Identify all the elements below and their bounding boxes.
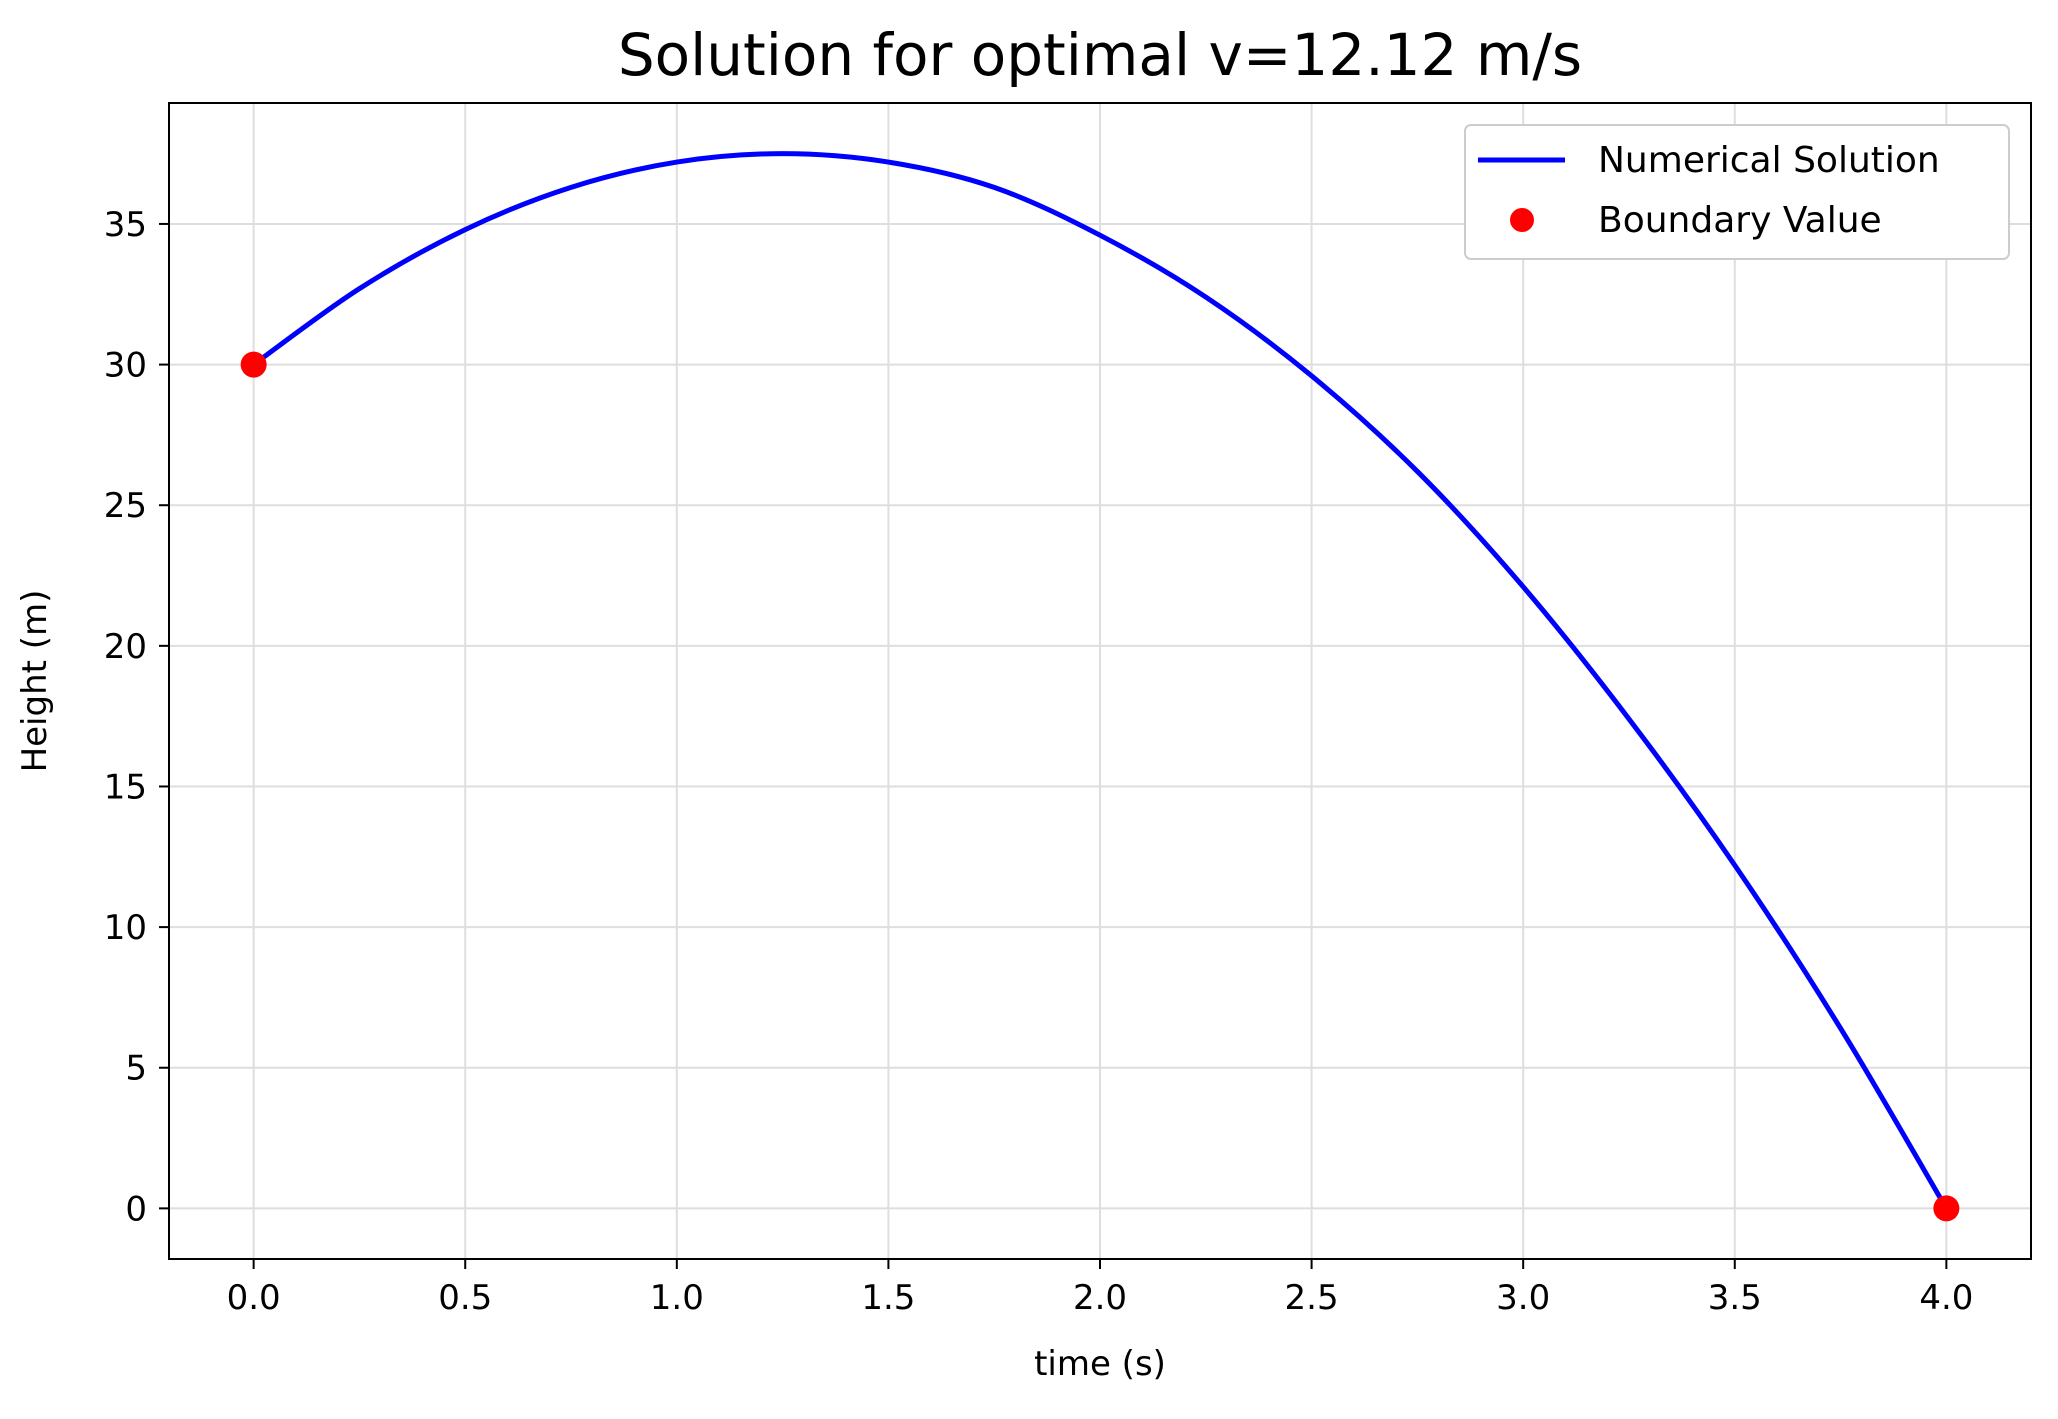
y-tick-label: 10	[104, 908, 147, 948]
legend: Numerical Solution Boundary Value	[1464, 124, 2010, 260]
series-line-numerical-solution	[252, 151, 1949, 1210]
legend-label-numerical-solution: Numerical Solution	[1598, 140, 1940, 181]
series-layer	[240, 151, 1960, 1222]
x-axis-label: time (s)	[1034, 1344, 1166, 1384]
y-tick-label: 5	[125, 1049, 147, 1089]
y-tick-label: 30	[104, 346, 147, 386]
legend-label-boundary-value: Boundary Value	[1598, 200, 1882, 241]
legend-box	[1464, 124, 2010, 260]
y-tick-label: 0	[125, 1189, 147, 1229]
x-tick-label: 3.0	[1496, 1278, 1550, 1318]
x-tick-label: 3.5	[1708, 1278, 1762, 1318]
grid-lines	[169, 103, 2031, 1259]
x-tick-label: 4.0	[1919, 1278, 1973, 1318]
x-tick-label: 1.5	[861, 1278, 915, 1318]
y-tick-label: 35	[104, 205, 147, 245]
y-tick-label: 20	[104, 627, 147, 667]
y-tick-label: 15	[104, 767, 147, 807]
x-tick-label: 2.0	[1073, 1278, 1127, 1318]
axis-ticks: 0.0 0.5 1.0 1.5 2.0 2.5 3.0 3.5 4.0 0 5 10 15 20 25 30 3…	[104, 205, 1974, 1318]
y-axis-label: Height (m)	[15, 590, 55, 773]
legend-marker-swatch	[1510, 208, 1534, 232]
boundary-value-point	[240, 351, 267, 378]
x-tick-label: 0.5	[438, 1278, 492, 1318]
boundary-value-point	[1933, 1195, 1960, 1222]
x-tick-label: 2.5	[1285, 1278, 1339, 1318]
x-tick-label: 1.0	[650, 1278, 704, 1318]
y-tick-label: 25	[104, 486, 147, 526]
chart-title: Solution for optimal v=12.12 m/s	[618, 21, 1582, 89]
x-tick-label: 0.0	[227, 1278, 281, 1318]
